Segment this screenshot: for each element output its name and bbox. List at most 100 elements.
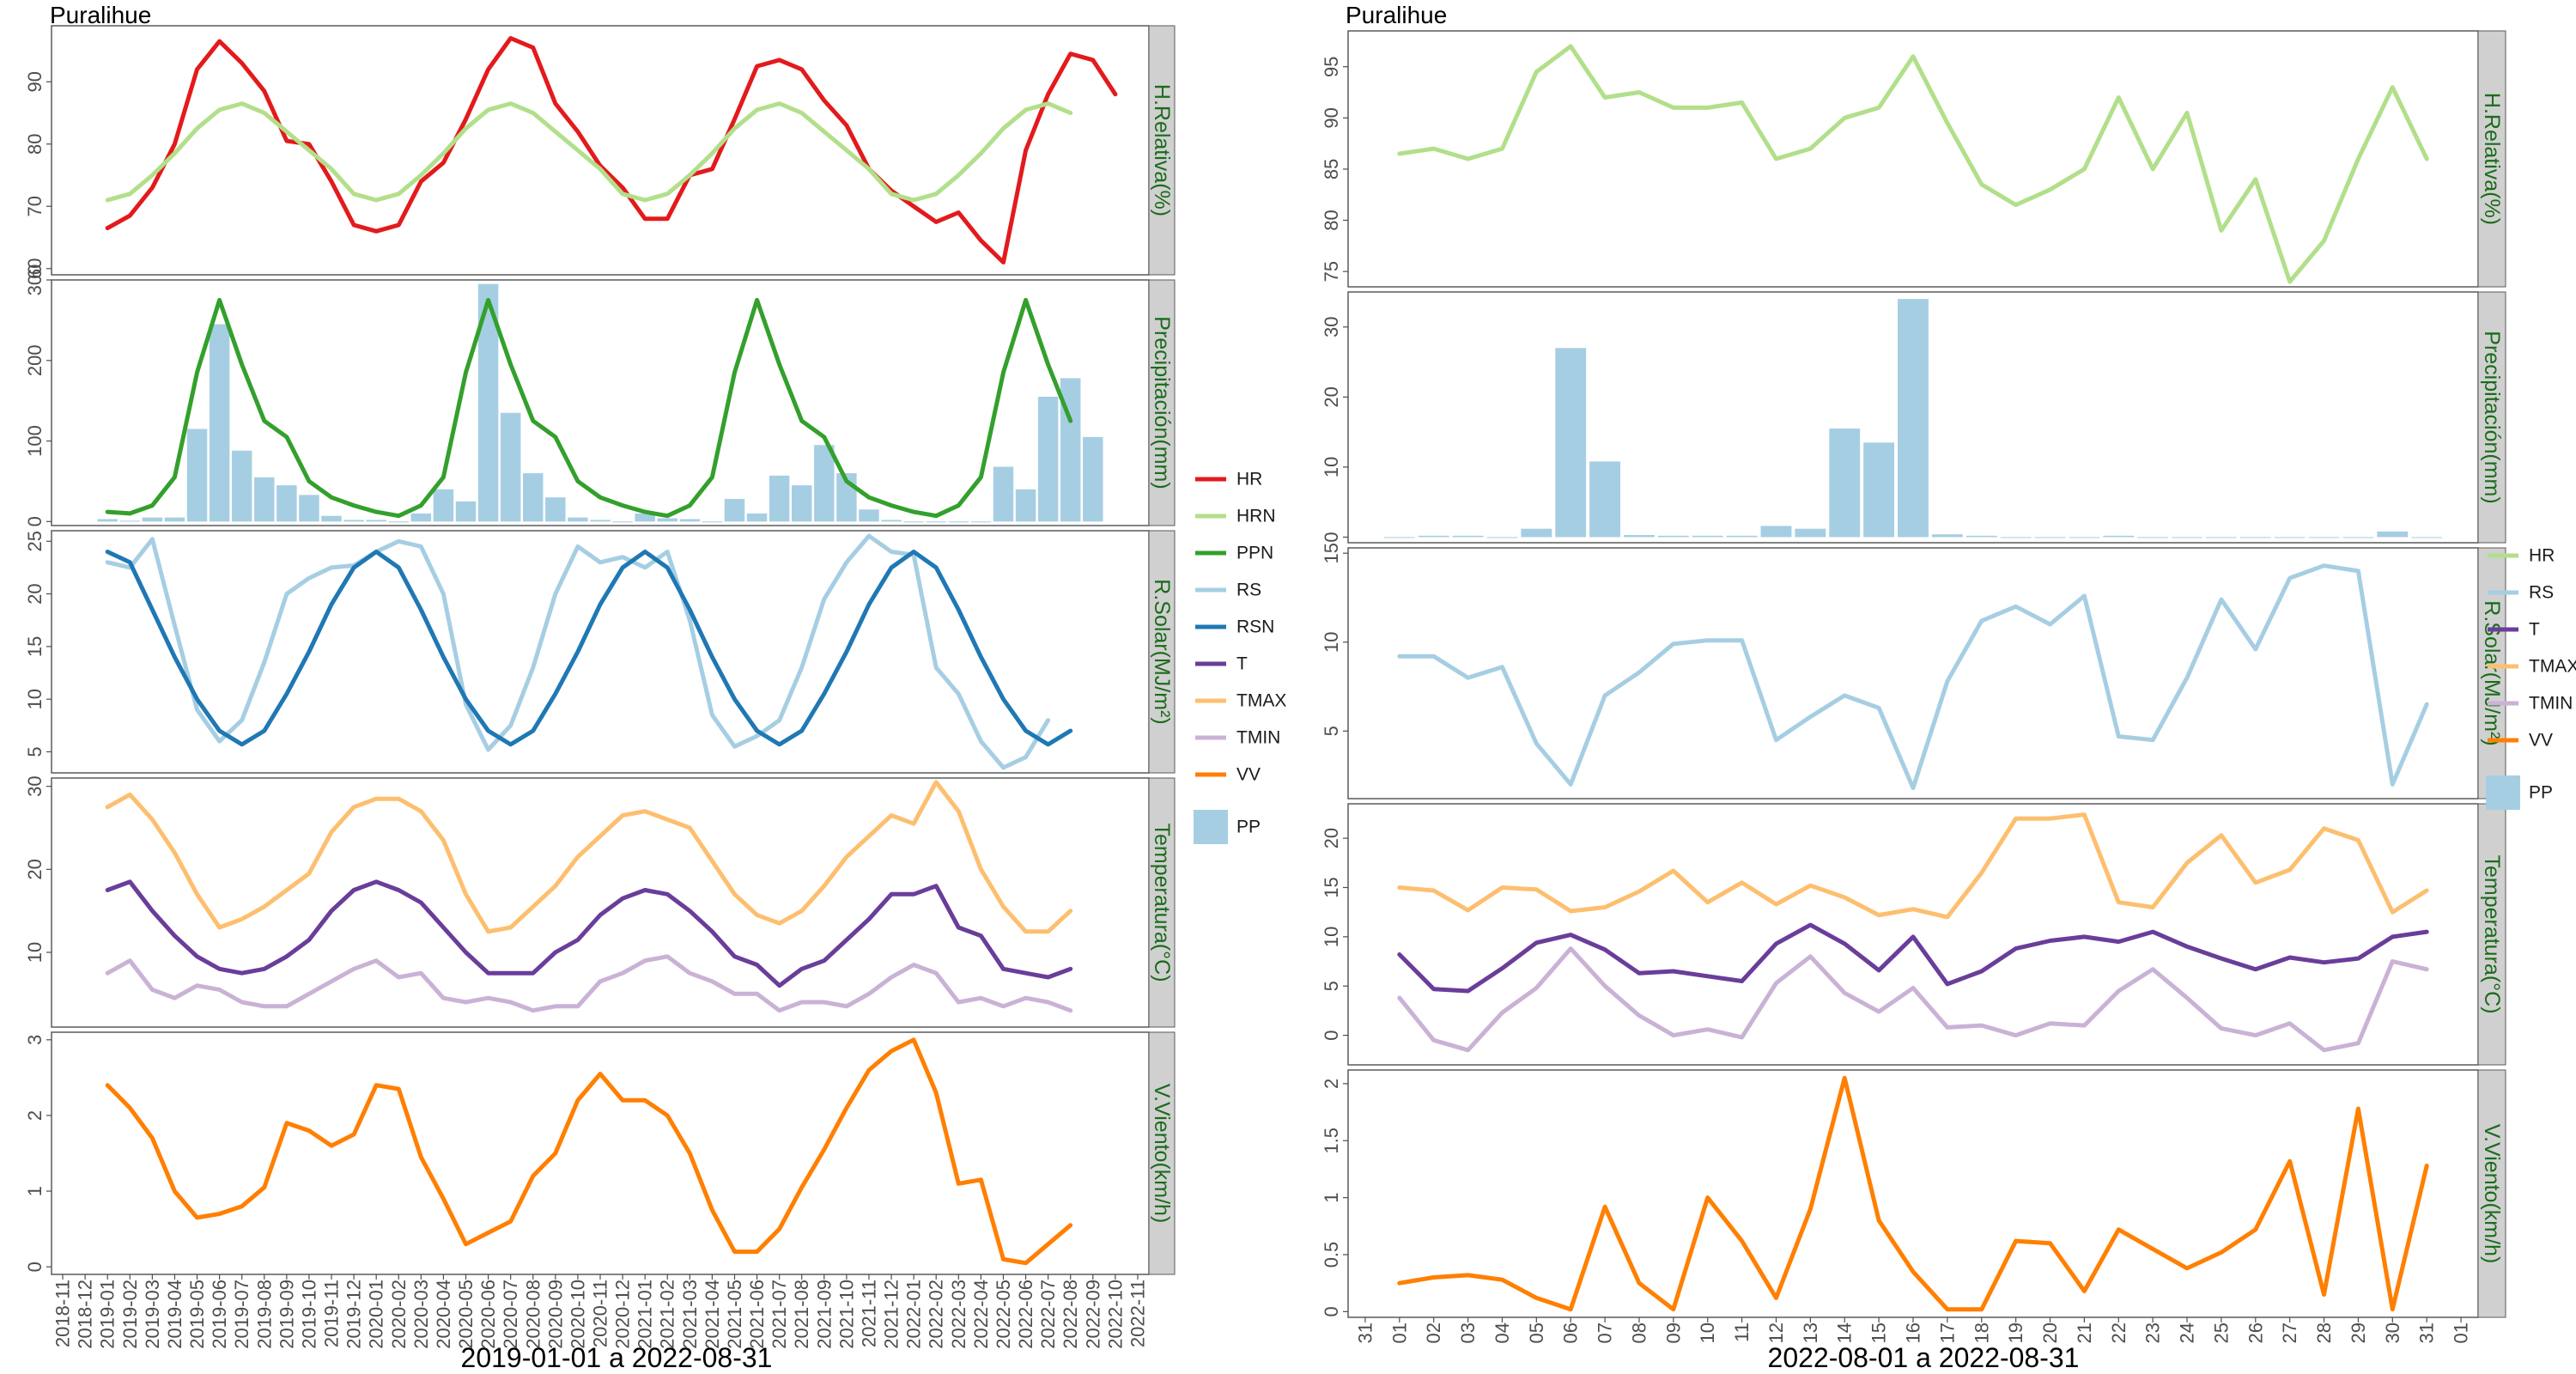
y-tick-label: 10 <box>1321 632 1342 653</box>
legend-label: TMAX <box>1236 691 1286 711</box>
bar-PP <box>164 517 185 522</box>
x-tick-label: 28 <box>2313 1322 2335 1343</box>
y-tick-label: 1.5 <box>1321 1128 1342 1154</box>
x-tick-label: 2021-09 <box>813 1280 835 1349</box>
line-TMAX <box>1397 812 2429 920</box>
chart-left-xlabel: 2019-01-01 a 2022-08-31 <box>461 1342 773 1373</box>
panel-frame <box>1347 803 2479 1066</box>
legend-label: RS <box>2529 583 2554 603</box>
x-tick-label: 15 <box>1868 1322 1890 1343</box>
bar-PP <box>343 520 364 522</box>
bar-PP <box>568 517 588 522</box>
legend-label: PP <box>1236 818 1261 837</box>
x-tick-label: 26 <box>2245 1322 2266 1343</box>
legend-label: VV <box>1236 765 1261 785</box>
x-tick-label: 2022-09 <box>1082 1280 1103 1349</box>
panel-strip-label: Temperatura(°C) <box>2480 854 2504 1013</box>
bar-PP <box>1692 535 1723 538</box>
x-tick-label: 2020-04 <box>433 1280 454 1349</box>
bar-PP <box>455 501 477 522</box>
x-tick-label: 2020-09 <box>544 1280 566 1349</box>
x-tick-label: 2019-02 <box>119 1280 141 1349</box>
y-tick-label: 0 <box>1321 532 1342 542</box>
panel-1: H.Relativa(%) 75 80 85 90 95 <box>1321 30 2506 288</box>
panel-1: H.Relativa(%) 60 70 80 90 <box>24 25 1176 279</box>
panel-strip <box>1148 530 1176 774</box>
line-RS <box>1397 563 2429 791</box>
bar-PP <box>477 283 499 522</box>
y-tick-label: 1 <box>1321 1193 1342 1203</box>
y-tick-label: 0 <box>1321 1306 1342 1316</box>
x-tick-label: 2022-08 <box>1060 1280 1081 1349</box>
legend-item-pp: PP <box>1194 810 1261 844</box>
legend-label: PPN <box>1236 544 1273 563</box>
bar-PP <box>231 450 252 522</box>
bar-PP <box>276 485 297 522</box>
legend-item-t: T <box>2488 620 2540 640</box>
line-T <box>105 879 1073 988</box>
x-tick-label: 2020-12 <box>612 1280 634 1349</box>
line-TMIN <box>1397 946 2429 1053</box>
panel-2: Precipitación(mm) 0 100 200 300 <box>24 264 1176 526</box>
x-tick-label: 2022-05 <box>993 1280 1014 1349</box>
x-tick-label: 2022-02 <box>926 1280 947 1349</box>
y-tick-label: 15 <box>24 636 46 657</box>
bar-PP <box>2103 535 2135 538</box>
x-tick-label: 2022-11 <box>1127 1280 1148 1347</box>
y-tick-label: 1 <box>24 1186 46 1196</box>
x-tick-label: 2020-01 <box>366 1280 387 1349</box>
line-HRN <box>105 101 1073 203</box>
legend-item-ppn: PPN <box>1195 544 1273 563</box>
x-tick-label: 2019-04 <box>164 1280 185 1349</box>
bar-PP <box>254 477 275 522</box>
bar-PP <box>2377 531 2409 538</box>
y-tick-label: 15 <box>1321 543 1342 563</box>
panel-strip-label: H.Relativa(%) <box>2480 93 2504 225</box>
y-tick-label: 10 <box>1321 457 1342 477</box>
x-tick-label: 2021-04 <box>702 1280 723 1349</box>
bar-PP <box>1965 535 1997 538</box>
x-tick-label: 2019-01 <box>97 1280 118 1349</box>
bar-PP <box>410 513 432 522</box>
bar-PP <box>523 473 544 522</box>
panel-strip-label: Precipitación(mm) <box>2480 331 2504 503</box>
bar-PP <box>1452 535 1484 538</box>
bar-PP <box>545 497 566 522</box>
bar-PP <box>814 445 835 522</box>
line-TMAX <box>105 780 1073 934</box>
panel-frame <box>1347 1069 2479 1318</box>
panel-strip <box>2477 547 2506 799</box>
y-tick-label: 0 <box>24 516 46 526</box>
y-tick-label: 90 <box>24 71 46 92</box>
line-HR <box>105 36 1118 264</box>
legend-left: HR HRN PPN RS RSN T TMAX TMIN VV PP <box>1194 470 1286 844</box>
y-tick-label: 75 <box>1321 261 1342 282</box>
legend-item-t: T <box>1195 654 1248 674</box>
line-T <box>1397 922 2429 994</box>
legend-item-pp: PP <box>2486 775 2553 810</box>
y-tick-label: 15 <box>1321 877 1342 897</box>
bar-PP <box>1015 489 1036 522</box>
x-tick-label: 06 <box>1560 1322 1582 1343</box>
x-tick-label: 2022-06 <box>1015 1280 1036 1349</box>
x-tick-label: 02 <box>1423 1322 1444 1343</box>
chart-left-title: Puralihue <box>50 2 151 28</box>
y-tick-label: 70 <box>24 196 46 216</box>
y-tick-label: 2 <box>1321 1079 1342 1089</box>
x-tick-label: 03 <box>1457 1322 1479 1343</box>
bar-PP <box>1624 535 1655 538</box>
x-tick-label: 2020-03 <box>410 1280 432 1349</box>
bar-PP <box>791 485 812 522</box>
x-tick-label: 2018-12 <box>75 1280 96 1349</box>
chart-right-title: Puralihue <box>1346 2 1447 28</box>
line-VV <box>105 1037 1073 1266</box>
bar-PP <box>948 521 969 523</box>
bar-PP <box>2308 537 2340 538</box>
line-RS <box>105 533 1051 770</box>
x-tick-label: 31 <box>1354 1322 1376 1343</box>
legend-item-hrn: HRN <box>1195 507 1276 526</box>
x-tick-label: 2020-08 <box>522 1280 544 1349</box>
x-tick-label: 2019-08 <box>253 1280 275 1349</box>
x-tick-label: 09 <box>1662 1322 1684 1343</box>
y-tick-label: 95 <box>1321 56 1342 76</box>
